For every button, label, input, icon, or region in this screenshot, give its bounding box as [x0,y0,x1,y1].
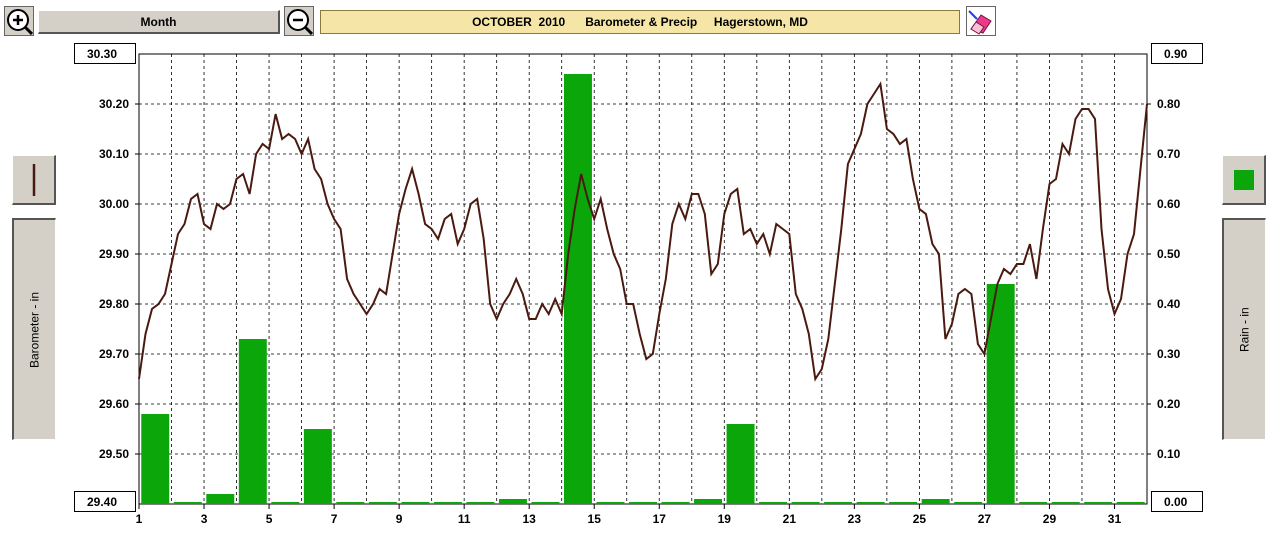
rain-bar [889,502,918,504]
x-tick-label: 7 [331,512,338,526]
rain-bar [141,414,170,504]
rain-bar [1116,502,1145,504]
left-tick-label: 29.90 [99,247,129,261]
x-tick-label: 11 [458,512,471,526]
zoom-in-button[interactable] [4,6,34,36]
right-tick-label: 0.20 [1157,397,1181,411]
rain-series-swatch[interactable] [1222,155,1266,205]
left-tick-label: 30.10 [99,147,129,161]
rain-bar [791,502,820,504]
right-tick-label: 0.40 [1157,297,1181,311]
rain-bar [694,499,723,504]
left-tick-label: 29.60 [99,397,129,411]
period-button-label: Month [140,14,177,29]
x-tick-label: 9 [396,512,403,526]
rain-bar [1019,502,1048,504]
left-axis-min-readout: 29.40 [74,491,136,512]
right-axis-min-readout: 0.00 [1151,491,1203,512]
rain-bar [173,502,202,504]
line-swatch-icon [32,163,35,196]
magnifier-minus-icon [287,9,314,36]
magnifier-plus-icon [7,9,34,36]
rain-bar [336,502,365,504]
left-tick-label: 29.50 [99,447,129,461]
x-tick-label: 23 [848,512,862,526]
rain-bar [921,499,950,504]
x-tick-label: 31 [1108,512,1122,526]
chart-title: OCTOBER 2010 Barometer & Precip Hagersto… [320,10,960,34]
rain-bar [303,429,332,504]
rain-bar [498,499,527,504]
rain-bar [563,74,592,504]
barometer-line [138,81,1148,382]
rain-bar [596,502,625,504]
eraser-button[interactable] [966,6,996,36]
rain-bar [466,502,495,504]
zoom-out-button[interactable] [284,6,314,36]
rain-bar [759,502,788,504]
left-tick-label: 29.70 [99,347,129,361]
right-tick-label: 0.60 [1157,197,1181,211]
rain-bar [531,502,560,504]
rain-bar [1051,502,1080,504]
x-tick-label: 15 [588,512,602,526]
left-tick-label: 29.80 [99,297,129,311]
x-tick-label: 27 [978,512,992,526]
right-tick-label: 0.30 [1157,347,1181,361]
rain-bar [856,502,885,504]
left-axis-max-readout: 30.30 [74,43,136,64]
right-tick-label: 0.50 [1157,247,1181,261]
left-tick-label: 30.00 [99,197,129,211]
x-tick-label: 17 [653,512,667,526]
rain-bar [726,424,755,504]
rain-bar [271,502,300,504]
x-tick-label: 3 [201,512,208,526]
x-tick-label: 29 [1043,512,1057,526]
rain-bar [824,502,853,504]
x-tick-label: 1 [136,512,143,526]
right-tick-label: 0.80 [1157,97,1181,111]
x-tick-label: 19 [718,512,732,526]
right-tick-label: 0.70 [1157,147,1181,161]
rain-bar [238,339,267,504]
eraser-icon [968,10,992,35]
x-tick-label: 5 [266,512,273,526]
x-tick-label: 25 [913,512,927,526]
x-tick-label: 21 [783,512,797,526]
rain-bar [629,502,657,504]
bar-swatch-icon [1233,169,1254,190]
left-tick-label: 30.20 [99,97,129,111]
right-tick-label: 0.10 [1157,447,1181,461]
rain-bar [661,502,690,504]
rain-bar [368,502,397,504]
barometer-series-swatch[interactable] [12,155,56,205]
rain-bar [206,494,235,504]
x-tick-label: 13 [523,512,537,526]
rain-bar [1084,502,1113,504]
right-axis-max-readout: 0.90 [1151,43,1203,64]
rain-bar [401,502,430,504]
rain-bar [954,502,983,504]
rain-bar [433,502,462,504]
period-button[interactable]: Month [38,10,280,34]
